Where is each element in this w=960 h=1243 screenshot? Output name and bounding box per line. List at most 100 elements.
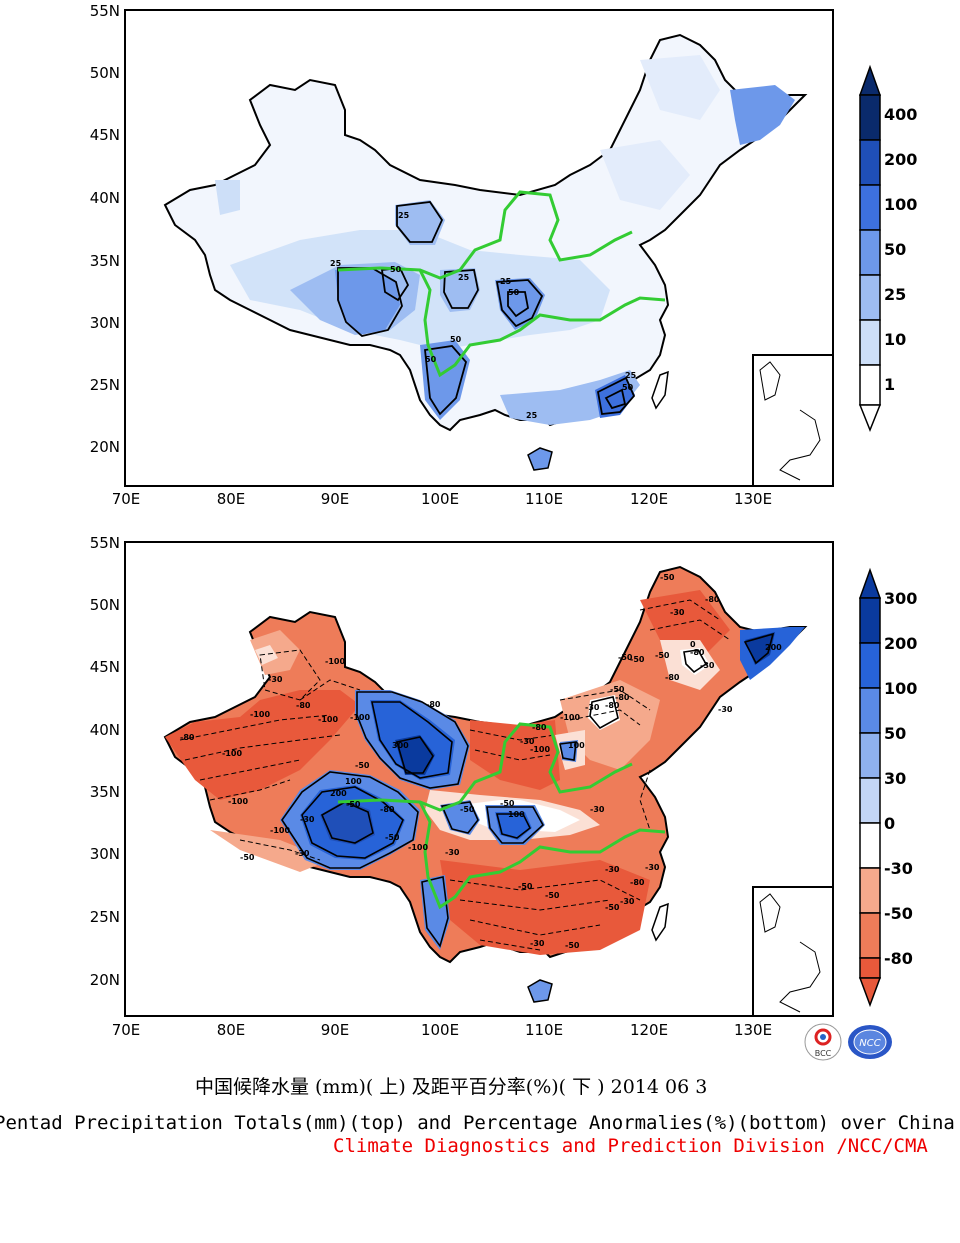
river-lines xyxy=(337,190,666,378)
svg-text:-100: -100 xyxy=(325,657,345,666)
svg-text:-80: -80 xyxy=(615,693,630,702)
bottom-lat-axis: 55N 50N 45N 40N 35N 30N 25N 20N xyxy=(90,534,120,989)
svg-text:70E: 70E xyxy=(112,490,141,508)
svg-text:-30: -30 xyxy=(530,939,545,948)
svg-text:25N: 25N xyxy=(90,908,120,926)
ncc-logo-text: NCC xyxy=(859,1038,880,1049)
svg-text:-80: -80 xyxy=(380,805,395,814)
contour-label: 50 xyxy=(622,383,634,392)
svg-text:-80: -80 xyxy=(605,701,620,710)
svg-text:-30: -30 xyxy=(620,897,635,906)
svg-text:1: 1 xyxy=(884,375,895,394)
svg-text:300: 300 xyxy=(884,589,917,608)
svg-text:-50: -50 xyxy=(500,799,515,808)
svg-text:55N: 55N xyxy=(90,2,120,20)
svg-text:-50: -50 xyxy=(518,882,533,891)
svg-text:-50: -50 xyxy=(605,903,620,912)
svg-text:-30: -30 xyxy=(670,608,685,617)
svg-text:30: 30 xyxy=(884,769,906,788)
svg-text:-80: -80 xyxy=(532,723,547,732)
svg-text:20N: 20N xyxy=(90,438,120,456)
svg-text:-50: -50 xyxy=(660,573,675,582)
contour-label: 25 xyxy=(500,277,512,286)
svg-text:200: 200 xyxy=(884,634,917,653)
contour-label: 25 xyxy=(398,211,410,220)
svg-text:40N: 40N xyxy=(90,721,120,739)
precip-anomaly-map-panel: -100 -30 -80 -100 -100 -100 -100 -100 -1… xyxy=(0,530,960,1055)
contour-label: 25 xyxy=(625,371,637,380)
svg-text:50N: 50N xyxy=(90,64,120,82)
svg-text:-80: -80 xyxy=(630,878,645,887)
svg-text:-80: -80 xyxy=(690,648,705,657)
svg-text:-100: -100 xyxy=(350,713,370,722)
precip-total-map: 25 25 50 25 50 25 50 50 25 50 25 55N 50N… xyxy=(90,2,918,508)
top-lat-axis: 55N 50N 45N 40N 35N 30N 25N 20N xyxy=(90,2,120,456)
svg-text:200: 200 xyxy=(330,789,347,798)
contour-label: 50 xyxy=(390,265,402,274)
svg-text:130E: 130E xyxy=(734,1021,772,1039)
svg-text:100: 100 xyxy=(884,679,917,698)
svg-text:-50: -50 xyxy=(618,653,633,662)
svg-text:70E: 70E xyxy=(112,1021,141,1039)
svg-text:-50: -50 xyxy=(346,800,361,809)
svg-text:100: 100 xyxy=(884,195,917,214)
svg-text:110E: 110E xyxy=(525,490,563,508)
south-china-sea-inset-anomaly xyxy=(752,886,833,1016)
svg-text:-50: -50 xyxy=(565,941,580,950)
china-outline xyxy=(163,33,808,432)
english-caption: Pentad Precipitation Totals(mm)(top) and… xyxy=(0,1112,955,1134)
ncc-logo: NCC xyxy=(846,1022,894,1062)
svg-text:-50: -50 xyxy=(630,655,645,664)
svg-text:40N: 40N xyxy=(90,189,120,207)
svg-text:80E: 80E xyxy=(217,490,246,508)
precip-contours xyxy=(337,201,636,416)
svg-text:30N: 30N xyxy=(90,845,120,863)
svg-text:-100: -100 xyxy=(222,749,242,758)
chinese-caption: 中国候降水量 (mm)( 上) 及距平百分率(%)( 下 ) 2014 06 3 xyxy=(195,1076,708,1098)
contour-label: 25 xyxy=(526,411,538,420)
bcc-logo: BCC xyxy=(803,1022,843,1062)
contour-label: 25 xyxy=(330,259,342,268)
svg-text:-30: -30 xyxy=(605,865,620,874)
svg-text:200: 200 xyxy=(765,643,782,652)
precip-total-map-panel: 25 25 50 25 50 25 50 50 25 50 25 55N 50N… xyxy=(0,0,960,520)
svg-text:-50: -50 xyxy=(385,833,400,842)
svg-text:130E: 130E xyxy=(734,490,772,508)
svg-text:90E: 90E xyxy=(321,490,350,508)
svg-text:-30: -30 xyxy=(590,805,605,814)
svg-text:-80: -80 xyxy=(180,733,195,742)
svg-text:-100: -100 xyxy=(408,843,428,852)
svg-text:-80: -80 xyxy=(884,949,913,968)
svg-text:25: 25 xyxy=(884,285,906,304)
svg-text:-50: -50 xyxy=(355,761,370,770)
svg-text:20N: 20N xyxy=(90,971,120,989)
svg-text:-50: -50 xyxy=(545,891,560,900)
south-china-sea-inset xyxy=(752,354,833,486)
svg-text:10: 10 xyxy=(884,330,906,349)
svg-text:-30: -30 xyxy=(700,661,715,670)
positive-contours xyxy=(281,632,775,948)
svg-text:45N: 45N xyxy=(90,658,120,676)
svg-text:-100: -100 xyxy=(228,797,248,806)
svg-text:100: 100 xyxy=(508,810,525,819)
svg-text:-30: -30 xyxy=(718,705,733,714)
svg-text:50: 50 xyxy=(884,724,906,743)
svg-text:-80: -80 xyxy=(296,701,311,710)
svg-text:-100: -100 xyxy=(530,745,550,754)
svg-text:80E: 80E xyxy=(217,1021,246,1039)
svg-text:400: 400 xyxy=(884,105,917,124)
contour-label: 50 xyxy=(508,288,520,297)
svg-text:-50: -50 xyxy=(240,853,255,862)
svg-text:100: 100 xyxy=(568,741,585,750)
svg-text:-100: -100 xyxy=(318,715,338,724)
svg-text:-100: -100 xyxy=(250,710,270,719)
svg-text:110E: 110E xyxy=(525,1021,563,1039)
svg-text:50N: 50N xyxy=(90,596,120,614)
svg-text:-50: -50 xyxy=(460,805,475,814)
svg-text:25N: 25N xyxy=(90,376,120,394)
svg-text:120E: 120E xyxy=(630,1021,668,1039)
svg-text:-30: -30 xyxy=(295,849,310,858)
svg-text:90E: 90E xyxy=(321,1021,350,1039)
precip-anomaly-map: -100 -30 -80 -100 -100 -100 -100 -100 -1… xyxy=(90,534,918,1039)
svg-text:-80: -80 xyxy=(705,595,720,604)
